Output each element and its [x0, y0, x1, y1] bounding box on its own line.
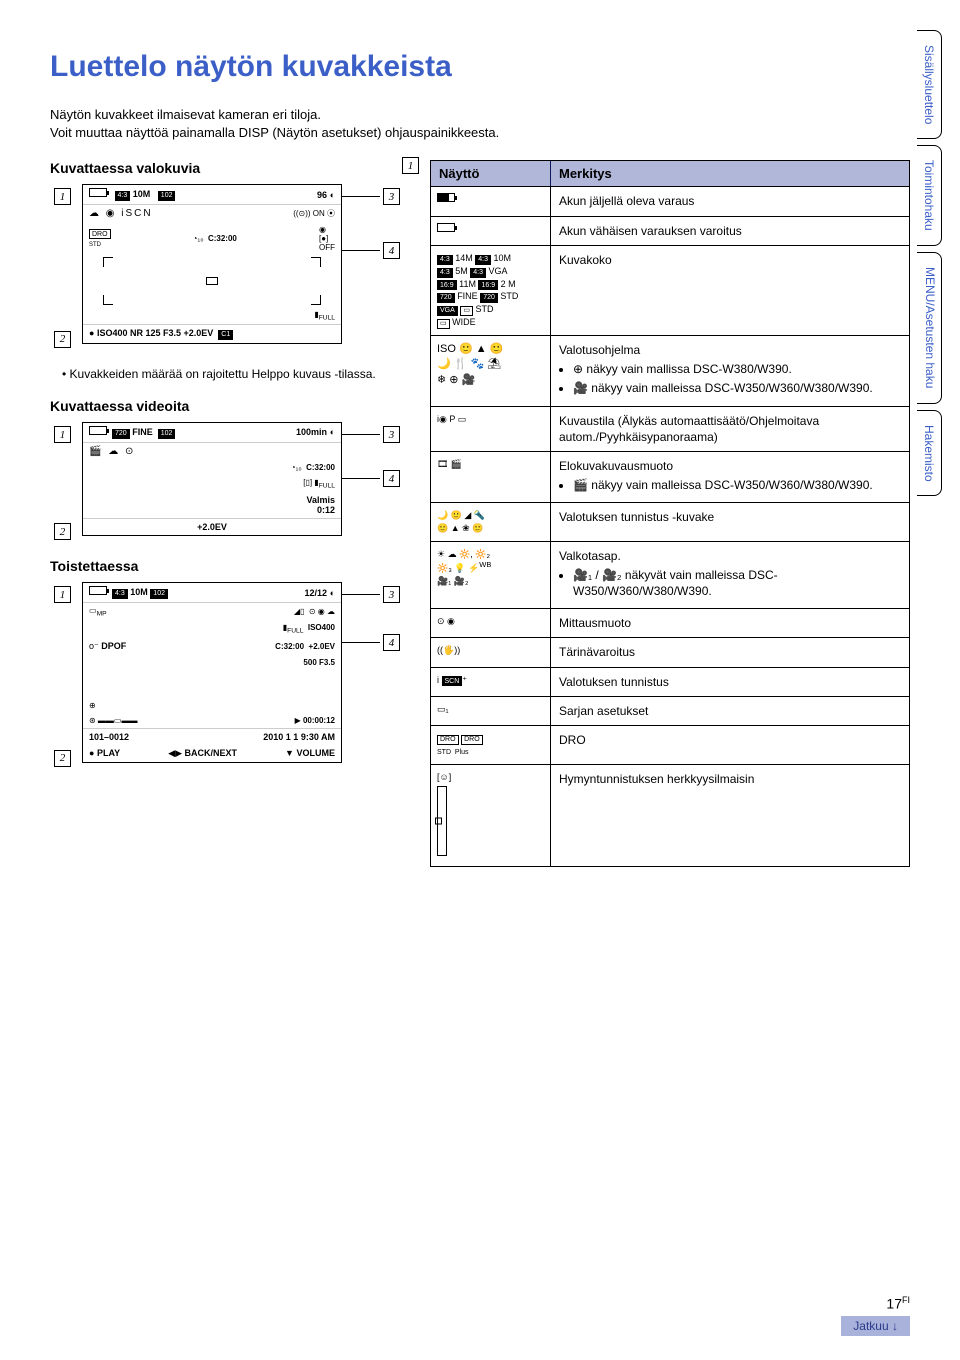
col-header-display: Näyttö — [431, 161, 551, 186]
row-icon-cell: ☀ ☁ 🔆, 🔆₂🔆₃ 💡 ⚡WB🎥₁ 🎥₂ — [431, 542, 551, 609]
row-icon-cell: ISO 🙂 ▲ 🙂🌙 🍴 🐾 ⛱❄ ⊕ 🎥 — [431, 336, 551, 406]
col-header-meaning: Merkitys — [551, 161, 909, 186]
table-row: 🌙 🙂 ◢ 🔦🙂 ▲ ❀ 🙂Valotuksen tunnistus -kuva… — [431, 502, 909, 540]
row-text-cell: Mittausmuoto — [551, 609, 909, 637]
table-row: Akun vähäisen varauksen varoitus — [431, 216, 909, 245]
callout-3: 3 — [383, 586, 400, 603]
table-row: 🎞 🎬Elokuvakuvausmuoto🎬 näkyy vain mallei… — [431, 451, 909, 502]
row-icon-cell: DRO DROSTD Plus — [431, 726, 551, 764]
video-screen: 1 2 3 4 720 FINE 102 100min ◐ 🎬 ☁ ⊙ ◔₁₀ … — [50, 422, 410, 536]
side-tabs: Sisällysluettelo Toimintohaku MENU/Asetu… — [917, 30, 942, 496]
row-icon-cell: ⊙ ◉ — [431, 609, 551, 637]
table-row: 4:3 14M 4:3 10M4:3 5M 4:3 VGA16:9 11M 16… — [431, 245, 909, 335]
row-text-cell: Valotusohjelma⊕ näkyy vain mallissa DSC-… — [551, 336, 909, 406]
row-text-cell: Tärinävaroitus — [551, 638, 909, 666]
heading-video: Kuvattaessa videoita — [50, 398, 410, 414]
table-row: [☺]Hymyntunnistuksen herkkyysilmaisin — [431, 764, 909, 866]
tab-contents[interactable]: Sisällysluettelo — [917, 30, 942, 139]
row-icon-cell: 🎞 🎬 — [431, 452, 551, 502]
callout-4: 4 — [383, 242, 400, 259]
row-icon-cell — [431, 217, 551, 245]
callout-1: 1 — [54, 426, 71, 443]
callout-2: 2 — [54, 523, 71, 540]
section-marker-1: 1 — [402, 157, 419, 174]
definitions-table: Näyttö Merkitys Akun jäljellä oleva vara… — [430, 160, 910, 866]
row-icon-cell: [☺] — [431, 765, 551, 866]
row-text-cell: Elokuvakuvausmuoto🎬 näkyy vain malleissa… — [551, 452, 909, 502]
heading-photo: Kuvattaessa valokuvia — [50, 160, 410, 176]
table-row: ⊙ ◉Mittausmuoto — [431, 608, 909, 637]
table-row: Akun jäljellä oleva varaus — [431, 186, 909, 215]
row-text-cell: Akun vähäisen varauksen varoitus — [551, 217, 909, 245]
tab-operation-search[interactable]: Toimintohaku — [917, 145, 942, 246]
callout-4: 4 — [383, 470, 400, 487]
row-icon-cell: 4:3 14M 4:3 10M4:3 5M 4:3 VGA16:9 11M 16… — [431, 246, 551, 335]
callout-2: 2 — [54, 750, 71, 767]
row-icon-cell: ((🖐)) — [431, 638, 551, 666]
row-icon-cell: ▭₁ — [431, 697, 551, 725]
row-text-cell: Sarjan asetukset — [551, 697, 909, 725]
table-row: DRO DROSTD PlusDRO — [431, 725, 909, 764]
row-text-cell: Kuvaustila (Älykäs automaattisäätö/Ohjel… — [551, 407, 909, 451]
heading-play: Toistettaessa — [50, 558, 410, 574]
callout-3: 3 — [383, 188, 400, 205]
row-text-cell: Valotuksen tunnistus -kuvake — [551, 503, 909, 540]
callout-4: 4 — [383, 634, 400, 651]
intro-text: Näytön kuvakkeet ilmaisevat kameran eri … — [50, 106, 910, 142]
callout-1: 1 — [54, 188, 71, 205]
table-row: ISO 🙂 ▲ 🙂🌙 🍴 🐾 ⛱❄ ⊕ 🎥Valotusohjelma⊕ näk… — [431, 335, 909, 406]
row-text-cell: Valkotasap.🎥₁ / 🎥₂ näkyvät vain malleiss… — [551, 542, 909, 609]
row-text-cell: DRO — [551, 726, 909, 764]
row-icon-cell: 🌙 🙂 ◢ 🔦🙂 ▲ ❀ 🙂 — [431, 503, 551, 540]
table-row: i SCN⁺Valotuksen tunnistus — [431, 667, 909, 696]
play-screen: 1 2 3 4 4:3 10M 102 12/12 ◐ ▭MP ◢▯ ⊙ ◉ ☁… — [50, 582, 410, 763]
right-column: 1 Näyttö Merkitys Akun jäljellä oleva va… — [430, 160, 910, 866]
page-number: 17FI — [886, 1295, 910, 1312]
row-text-cell: Hymyntunnistuksen herkkyysilmaisin — [551, 765, 909, 866]
battery-icon — [89, 188, 107, 197]
table-row: ☀ ☁ 🔆, 🔆₂🔆₃ 💡 ⚡WB🎥₁ 🎥₂Valkotasap.🎥₁ / 🎥₂… — [431, 541, 909, 609]
row-icon-cell: i◉ P ▭ — [431, 407, 551, 451]
row-text-cell: Kuvakoko — [551, 246, 909, 335]
row-text-cell: Akun jäljellä oleva varaus — [551, 187, 909, 215]
photo-screen: 1 2 3 4 4:3 10M 102 96 ◐ ☁ ◉ iSCN ((⊙)) … — [50, 184, 410, 344]
row-text-cell: Valotuksen tunnistus — [551, 668, 909, 696]
photo-note: • Kuvakkeiden määrää on rajoitettu Helpp… — [62, 366, 410, 382]
row-icon-cell: i SCN⁺ — [431, 668, 551, 696]
callout-3: 3 — [383, 426, 400, 443]
tab-menu-settings[interactable]: MENU/Asetusten haku — [917, 252, 942, 403]
table-row: ((🖐))Tärinävaroitus — [431, 637, 909, 666]
table-row: ▭₁Sarjan asetukset — [431, 696, 909, 725]
callout-1: 1 — [54, 586, 71, 603]
continue-indicator: Jatkuu ↓ — [841, 1316, 910, 1336]
left-column: Kuvattaessa valokuvia 1 2 3 4 4:3 10M 10… — [50, 160, 410, 866]
page-title: Luettelo näytön kuvakkeista — [50, 50, 910, 84]
row-icon-cell — [431, 187, 551, 215]
tab-index[interactable]: Hakemisto — [917, 410, 942, 497]
callout-2: 2 — [54, 331, 71, 348]
table-row: i◉ P ▭Kuvaustila (Älykäs automaattisäätö… — [431, 406, 909, 451]
